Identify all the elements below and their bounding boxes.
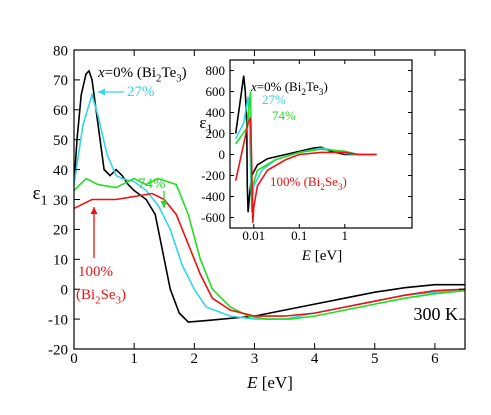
arrow-head (160, 201, 168, 208)
plot-area (230, 60, 412, 228)
y-tick-label: -200 (201, 168, 225, 183)
y-axis-label: ε1 (199, 113, 212, 136)
series-line (235, 91, 377, 213)
series-line (74, 177, 465, 320)
y-tick-label: -600 (201, 210, 225, 225)
annotation: (Bi2Se3) (76, 287, 126, 307)
annotation: 27% (127, 84, 155, 100)
x-tick-label: 2 (191, 351, 199, 367)
x-tick-label: 1 (130, 351, 138, 367)
y-tick-label: -20 (48, 342, 68, 358)
annotation: x=0% (Bi2Te3) (250, 79, 328, 98)
x-tick-label: 3 (251, 351, 259, 367)
annotation: 300 K (414, 304, 459, 324)
y-tick-label: 40 (53, 163, 68, 179)
x-tick-label: 0.1 (291, 228, 307, 243)
annotation: 74% (272, 108, 296, 123)
y-tick-label: 800 (206, 63, 226, 78)
series-group (74, 69, 465, 323)
y-tick-label: -400 (201, 189, 225, 204)
x-axis-label: E [eV] (301, 248, 342, 264)
series-line (234, 75, 377, 213)
plot-frame (229, 59, 413, 229)
y-tick-label: 0 (61, 282, 69, 298)
annotation: 100% (78, 264, 113, 280)
y-tick-label: 60 (53, 103, 68, 119)
annotation: x=0% (Bi2Te3) (97, 65, 187, 85)
y-tick-label: 30 (53, 193, 68, 209)
series-line (234, 117, 377, 223)
annotation: 27% (262, 92, 286, 107)
series-group (234, 75, 377, 223)
series-line (74, 69, 465, 323)
arrow-head (98, 88, 105, 96)
arrow-head (90, 207, 98, 214)
y-axis-label: ε1 (33, 183, 48, 208)
y-tick-label: 600 (206, 84, 226, 99)
x-tick-label: 0.01 (242, 228, 265, 243)
y-tick-label: 50 (53, 133, 68, 149)
x-tick-label: 4 (311, 351, 319, 367)
y-tick-label: 10 (53, 253, 68, 269)
series-line (74, 192, 465, 317)
x-tick-label: 0 (70, 351, 78, 367)
y-tick-label: 70 (53, 73, 68, 89)
x-axis-label: E [eV] (246, 373, 293, 392)
y-tick-label: 200 (206, 126, 226, 141)
x-tick-label: 1 (342, 228, 349, 243)
y-tick-label: 80 (53, 43, 68, 59)
y-tick-label: -10 (48, 312, 68, 328)
annotation: 74% (138, 176, 166, 192)
y-tick-label: 0 (219, 147, 226, 162)
panel: -600 -400 -200 0 200 400 600 800 0.01 0.1 1E [eV] ε… (199, 59, 413, 264)
annotation: 100% (Bi2Se3) (270, 174, 347, 193)
x-tick-label: 6 (431, 351, 439, 367)
y-tick-label: 400 (206, 105, 226, 120)
x-tick-label: 5 (371, 351, 379, 367)
y-tick-label: 20 (53, 223, 68, 239)
